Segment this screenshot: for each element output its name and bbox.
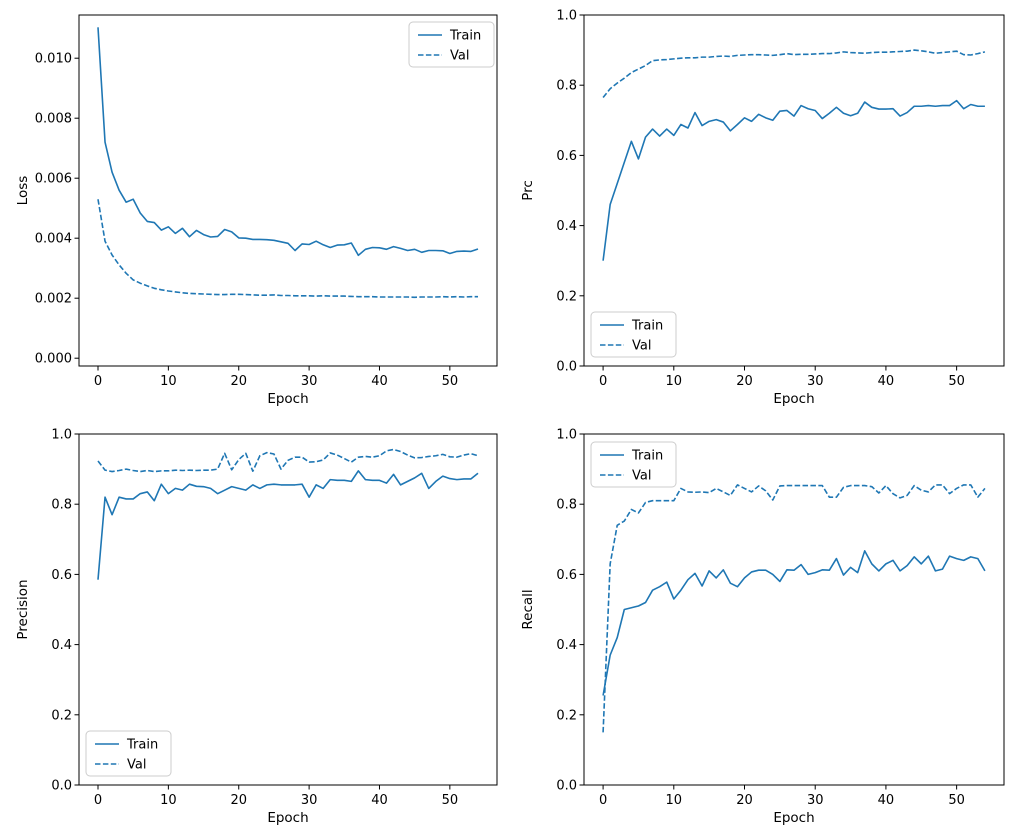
x-tick-label: 10	[160, 793, 177, 808]
y-tick-label: 0.4	[556, 638, 577, 653]
legend-label: Val	[450, 49, 469, 64]
y-axis-label: Precision	[15, 579, 31, 639]
x-tick-label: 40	[371, 793, 388, 808]
y-axis-label: Recall	[520, 589, 536, 629]
y-tick-label: 1.0	[556, 9, 577, 24]
y-tick-label: 0.2	[556, 289, 577, 304]
y-tick-label: 0.4	[51, 638, 72, 653]
y-axis-label: Loss	[15, 176, 31, 206]
x-tick-label: 20	[230, 793, 247, 808]
y-tick-label: 1.0	[51, 428, 72, 443]
x-tick-label: 20	[736, 793, 753, 808]
x-tick-label: 0	[599, 793, 607, 808]
x-tick-label: 40	[371, 374, 388, 389]
x-tick-label: 30	[807, 793, 824, 808]
loss-val-line	[97, 199, 478, 299]
y-tick-label: 0.6	[51, 568, 72, 583]
x-axis-label: Epoch	[267, 391, 308, 407]
y-tick-label: 0.002	[35, 292, 72, 307]
y-tick-label: 0.0	[51, 779, 72, 794]
recall-chart: 0 10 20 30 40 50 0.0 0.2 0.4 0.6 0.8 1.0 Epoch Recall…	[509, 419, 1018, 838]
y-tick-label: 0.6	[556, 568, 577, 583]
legend: Train Val	[408, 21, 495, 68]
loss-train-line	[97, 27, 479, 257]
x-tick-label: 40	[878, 793, 895, 808]
y-tick-label: 0.8	[556, 79, 577, 94]
y-tick-label: 0.000	[35, 352, 72, 367]
recall-chart-canvas: 0 10 20 30 40 50 0.0 0.2 0.4 0.6 0.8 1.0 Epoch Recall…	[520, 428, 1005, 826]
x-tick-label: 30	[301, 793, 318, 808]
legend-label: Val	[632, 469, 651, 484]
x-tick-label: 50	[442, 793, 459, 808]
x-axis-label: Epoch	[773, 810, 814, 826]
precision-train-line	[97, 470, 479, 580]
x-tick-label: 30	[807, 374, 824, 389]
y-tick-label: 1.0	[556, 428, 577, 443]
y-tick-label: 0.2	[51, 708, 72, 723]
y-tick-label: 0.4	[556, 219, 577, 234]
precision-chart: 0 10 20 30 40 50 0.0 0.2 0.4 0.6 0.8 1.0 Epoch Precis…	[0, 419, 509, 838]
loss-chart-canvas: 0 10 20 30 40 50 0.000 0.002 0.004 0.006 0.008 0.01…	[15, 14, 498, 407]
y-tick-label: 0.2	[556, 708, 577, 723]
x-tick-label: 40	[878, 374, 895, 389]
y-tick-label: 0.8	[556, 498, 577, 513]
y-tick-label: 0.004	[35, 232, 72, 247]
x-tick-label: 20	[230, 374, 247, 389]
legend-label: Val	[632, 339, 651, 354]
y-tick-label: 0.6	[556, 149, 577, 164]
y-axis-label: Prc	[520, 180, 536, 201]
loss-chart: 0 10 20 30 40 50 0.000 0.002 0.004 0.006 0.008 0.01…	[0, 0, 509, 419]
x-tick-label: 20	[736, 374, 753, 389]
x-tick-label: 30	[301, 374, 318, 389]
x-tick-label: 10	[160, 374, 177, 389]
x-tick-label: 0	[94, 374, 102, 389]
x-tick-label: 10	[666, 374, 683, 389]
x-axis-label: Epoch	[267, 810, 308, 826]
legend: Train Val	[85, 730, 172, 777]
x-tick-label: 50	[948, 374, 965, 389]
legend-label: Train	[126, 738, 158, 753]
prc-val-line	[602, 49, 986, 98]
legend-label: Val	[127, 758, 146, 773]
y-tick-label: 0.0	[556, 360, 577, 375]
y-tick-label: 0.010	[35, 52, 72, 67]
y-tick-label: 0.0	[556, 779, 577, 794]
axes-spines	[78, 14, 498, 367]
prc-train-line	[602, 99, 985, 261]
precision-chart-canvas: 0 10 20 30 40 50 0.0 0.2 0.4 0.6 0.8 1.0 Epoch Precis…	[15, 428, 498, 826]
legend-label: Train	[449, 29, 481, 44]
prc-chart-canvas: 0 10 20 30 40 50 0.0 0.2 0.4 0.6 0.8 1.0 Epoch Prc Tra…	[520, 9, 1005, 407]
x-tick-label: 10	[666, 793, 683, 808]
legend: Train Val	[590, 311, 677, 358]
x-tick-label: 0	[94, 793, 102, 808]
y-tick-label: 0.008	[35, 112, 72, 127]
legend-label: Train	[631, 319, 663, 334]
axes-spines	[78, 433, 498, 786]
recall-train-line	[602, 550, 986, 696]
precision-val-line	[97, 448, 479, 473]
x-axis-label: Epoch	[773, 391, 814, 407]
axes-spines	[583, 14, 1005, 367]
legend: Train Val	[590, 441, 677, 488]
y-tick-label: 0.006	[35, 172, 72, 187]
recall-val-line	[602, 484, 986, 733]
x-tick-label: 50	[442, 374, 459, 389]
y-tick-label: 0.8	[51, 498, 72, 513]
x-tick-label: 0	[599, 374, 607, 389]
legend-label: Train	[631, 449, 663, 464]
prc-chart: 0 10 20 30 40 50 0.0 0.2 0.4 0.6 0.8 1.0 Epoch Prc Tra…	[509, 0, 1018, 419]
x-tick-label: 50	[948, 793, 965, 808]
axes-spines	[583, 433, 1005, 786]
